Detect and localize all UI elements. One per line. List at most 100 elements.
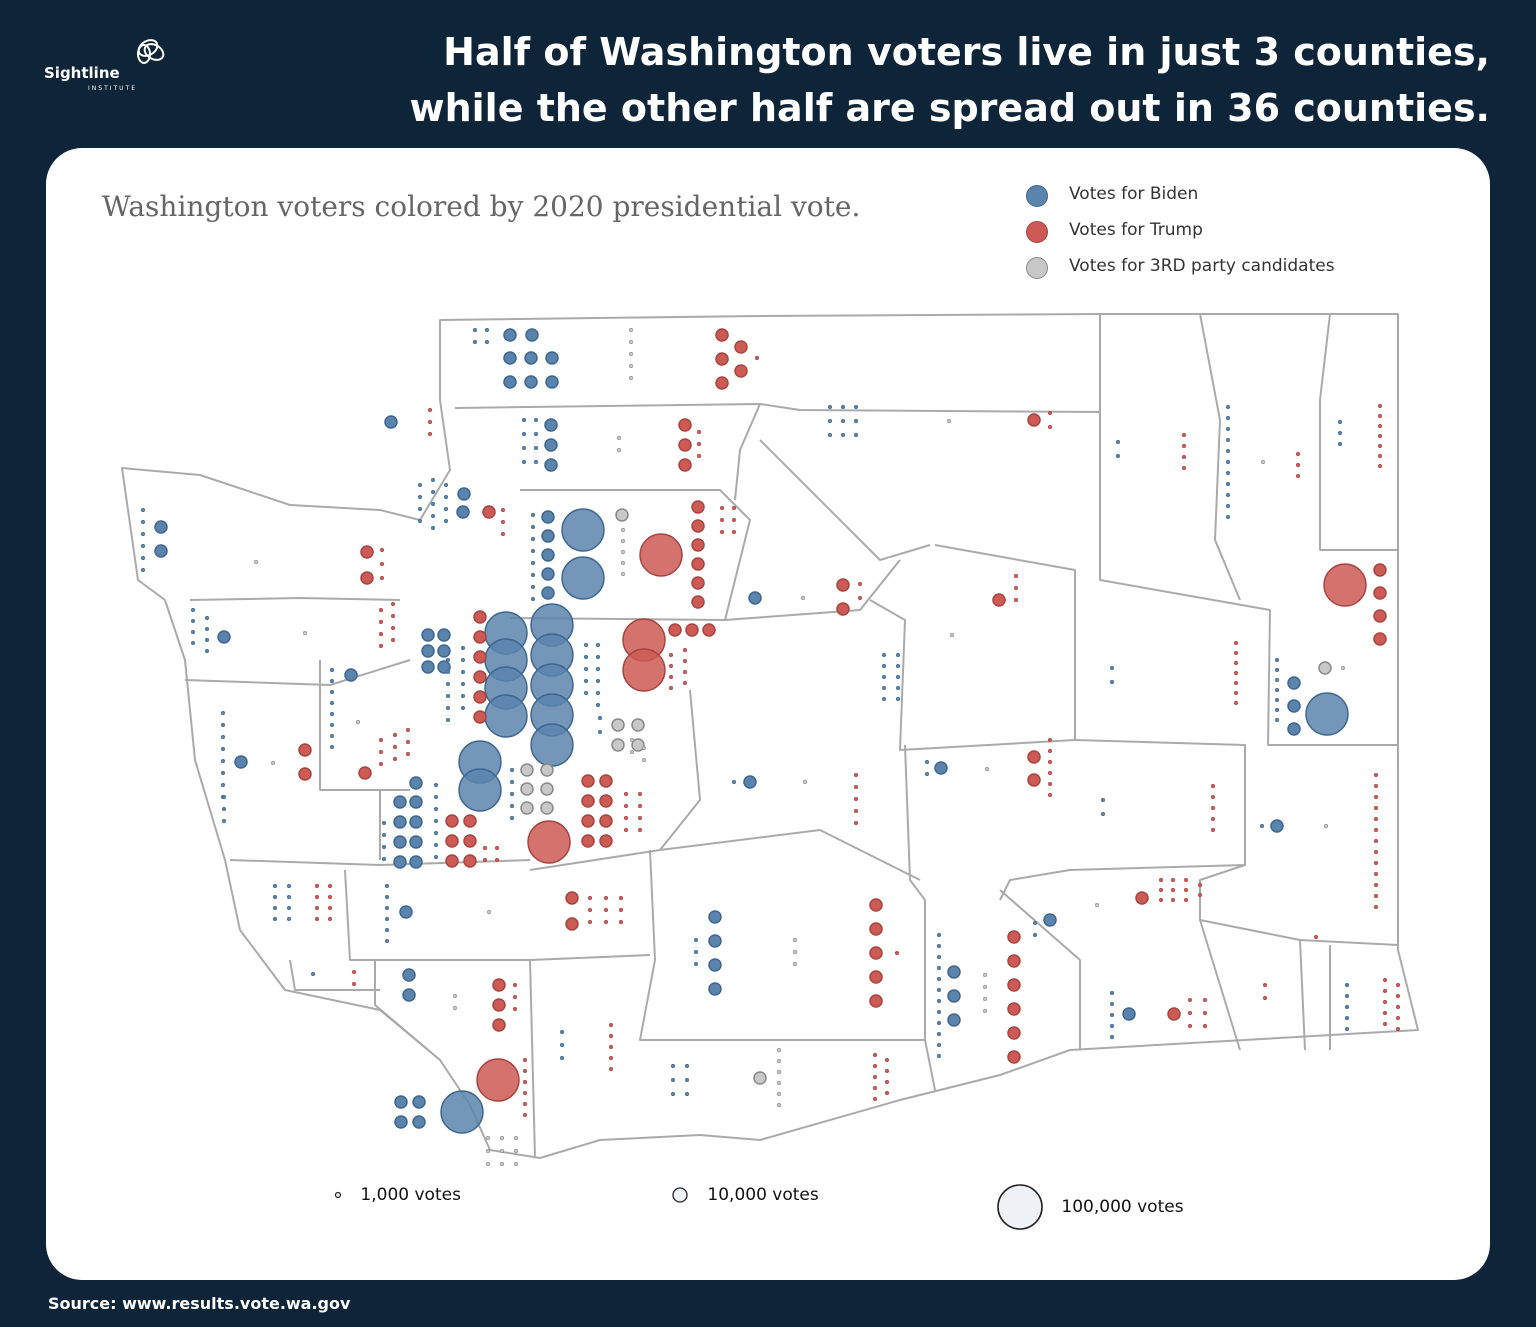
vote-dot bbox=[463, 854, 477, 868]
vote-dot bbox=[587, 919, 592, 924]
vote-dot bbox=[221, 722, 226, 727]
vote-dot bbox=[715, 376, 729, 390]
vote-dot bbox=[618, 919, 623, 924]
vote-dot bbox=[608, 1022, 613, 1027]
vote-dot bbox=[1110, 1001, 1115, 1006]
vote-dot bbox=[1374, 882, 1379, 887]
vote-dot bbox=[1095, 902, 1100, 907]
vote-dot bbox=[286, 916, 291, 921]
vote-dot bbox=[503, 375, 517, 389]
vote-dot bbox=[827, 404, 832, 409]
vote-dot bbox=[827, 418, 832, 423]
vote-dot bbox=[1374, 904, 1379, 909]
vote-dot bbox=[708, 910, 722, 924]
vote-dot bbox=[409, 795, 423, 809]
vote-dot bbox=[936, 1032, 941, 1037]
vote-dot bbox=[512, 1006, 517, 1011]
biden-swatch-icon bbox=[1026, 185, 1048, 207]
vote-dot bbox=[221, 770, 226, 775]
vote-dot bbox=[443, 506, 448, 511]
vote-dot bbox=[460, 669, 465, 674]
vote-dot bbox=[524, 375, 538, 389]
vote-dot bbox=[1338, 430, 1343, 435]
vote-dot bbox=[217, 630, 231, 644]
vote-dot bbox=[437, 644, 451, 658]
vote-dot bbox=[433, 794, 438, 799]
vote-dot bbox=[141, 543, 146, 548]
vote-dot bbox=[286, 894, 291, 899]
vote-dot bbox=[561, 508, 605, 552]
vote-dot bbox=[1226, 459, 1231, 464]
vote-dot bbox=[544, 418, 558, 432]
vote-dot bbox=[427, 419, 432, 424]
vote-dot bbox=[853, 418, 858, 423]
vote-dot bbox=[1226, 481, 1231, 486]
source-note: Source: www.results.vote.wa.gov bbox=[48, 1294, 351, 1313]
vote-dot bbox=[1184, 887, 1189, 892]
vote-dot bbox=[872, 1064, 877, 1069]
vote-dot bbox=[445, 834, 459, 848]
vote-dot bbox=[327, 894, 332, 899]
vote-dot bbox=[378, 607, 383, 612]
vote-dot bbox=[595, 654, 600, 659]
vote-dot bbox=[719, 529, 724, 534]
vote-dot bbox=[1287, 676, 1301, 690]
vote-dot bbox=[853, 808, 858, 813]
vote-dot bbox=[384, 938, 389, 943]
vote-dot bbox=[1184, 877, 1189, 882]
vote-dot bbox=[1396, 993, 1401, 998]
vote-dot bbox=[618, 907, 623, 912]
vote-dot bbox=[221, 758, 226, 763]
vote-dot bbox=[1345, 982, 1350, 987]
vote-dot bbox=[512, 982, 517, 987]
vote-dot bbox=[412, 1115, 426, 1129]
vote-dot bbox=[872, 1086, 877, 1091]
vote-dot bbox=[670, 1092, 675, 1097]
vote-dot bbox=[1275, 687, 1280, 692]
vote-dot bbox=[378, 643, 383, 648]
vote-dot bbox=[433, 830, 438, 835]
vote-dot bbox=[1211, 794, 1216, 799]
vote-dot bbox=[691, 500, 705, 514]
vote-dot bbox=[437, 628, 451, 642]
vote-dot bbox=[936, 1009, 941, 1014]
vote-dot bbox=[310, 971, 315, 976]
vote-dot bbox=[530, 560, 535, 565]
vote-dot bbox=[629, 737, 634, 742]
logo-subtitle: INSTITUTE bbox=[88, 85, 138, 92]
vote-dot bbox=[384, 415, 398, 429]
vote-dot bbox=[608, 1034, 613, 1039]
vote-dot bbox=[620, 560, 625, 565]
vote-dot bbox=[715, 328, 729, 342]
vote-dot bbox=[628, 351, 633, 356]
vote-dot bbox=[597, 715, 602, 720]
vote-dot bbox=[668, 674, 673, 679]
vote-dot bbox=[583, 666, 588, 671]
vote-dot bbox=[437, 660, 451, 674]
vote-dot bbox=[924, 759, 929, 764]
vote-dot bbox=[221, 734, 226, 739]
vote-dot bbox=[378, 619, 383, 624]
vote-dot bbox=[1383, 1010, 1388, 1015]
vote-dot bbox=[1007, 954, 1021, 968]
vote-dot bbox=[433, 854, 438, 859]
vote-dot bbox=[1260, 823, 1265, 828]
vote-dot bbox=[272, 905, 277, 910]
vote-dot bbox=[500, 519, 505, 524]
vote-dot bbox=[527, 820, 571, 864]
vote-dot bbox=[540, 763, 554, 777]
vote-dot bbox=[412, 1095, 426, 1109]
vote-dot bbox=[460, 705, 465, 710]
vote-dot bbox=[430, 513, 435, 518]
vote-dot bbox=[583, 654, 588, 659]
vote-dot bbox=[936, 998, 941, 1003]
vote-dot bbox=[381, 856, 386, 861]
vote-dot bbox=[533, 445, 538, 450]
vote-dot bbox=[984, 766, 989, 771]
vote-dot bbox=[603, 919, 608, 924]
vote-dot bbox=[485, 1136, 490, 1141]
vote-dot bbox=[1275, 697, 1280, 702]
vote-dot bbox=[1374, 893, 1379, 898]
vote-dot bbox=[1198, 882, 1203, 887]
vote-dot bbox=[503, 328, 517, 342]
